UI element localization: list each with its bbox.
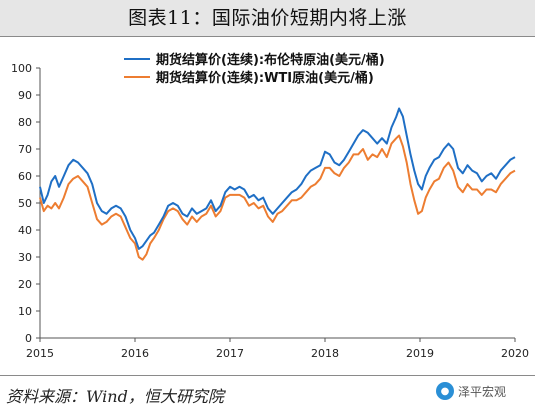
legend-label-brent: 期货结算价(连续):布伦特原油(美元/桶) xyxy=(156,52,385,68)
x-tick-label: 2020 xyxy=(501,347,529,360)
series-line-wti xyxy=(39,134,516,261)
y-tick-label: 100 xyxy=(11,62,32,75)
y-tick-label: 20 xyxy=(18,278,32,291)
y-tick-label: 40 xyxy=(18,224,32,237)
x-tick-label: 2017 xyxy=(216,347,244,360)
source-note: 资料来源：Wind，恒大研究院 xyxy=(6,387,224,406)
chart-plot xyxy=(39,107,516,261)
x-tick-label: 2019 xyxy=(406,347,434,360)
footer-rule xyxy=(0,375,535,376)
y-tick-label: 90 xyxy=(18,89,32,102)
series-line-brent xyxy=(39,107,516,250)
x-tick-label: 2018 xyxy=(311,347,339,360)
chart-axes: 0 10 20 30 40 50 60 70 80 90 100 2015 2016 2017 2018 20… xyxy=(11,62,529,360)
x-tick-label: 2016 xyxy=(121,347,149,360)
chart-legend: 期货结算价(连续):布伦特原油(美元/桶) 期货结算价(连续):WTI原油(美元… xyxy=(124,52,385,86)
oil-price-chart: 期货结算价(连续):布伦特原油(美元/桶) 期货结算价(连续):WTI原油(美元… xyxy=(11,52,529,360)
title-rule xyxy=(0,36,535,37)
x-tick-label: 2015 xyxy=(26,347,54,360)
watermark-text: 泽平宏观 xyxy=(458,384,507,399)
watermark: ● 泽平宏观 xyxy=(436,379,506,403)
wechat-icon: ● xyxy=(436,382,454,400)
y-tick-label: 70 xyxy=(18,143,32,156)
y-tick-label: 30 xyxy=(18,251,32,264)
y-tick-label: 80 xyxy=(18,116,32,129)
y-tick-label: 0 xyxy=(25,332,32,345)
y-tick-label: 50 xyxy=(18,197,32,210)
legend-label-wti: 期货结算价(连续):WTI原油(美元/桶) xyxy=(156,70,374,86)
page-title: 图表11：国际油价短期内将上涨 xyxy=(0,0,535,36)
y-tick-label: 10 xyxy=(18,305,32,318)
y-tick-label: 60 xyxy=(18,170,32,183)
